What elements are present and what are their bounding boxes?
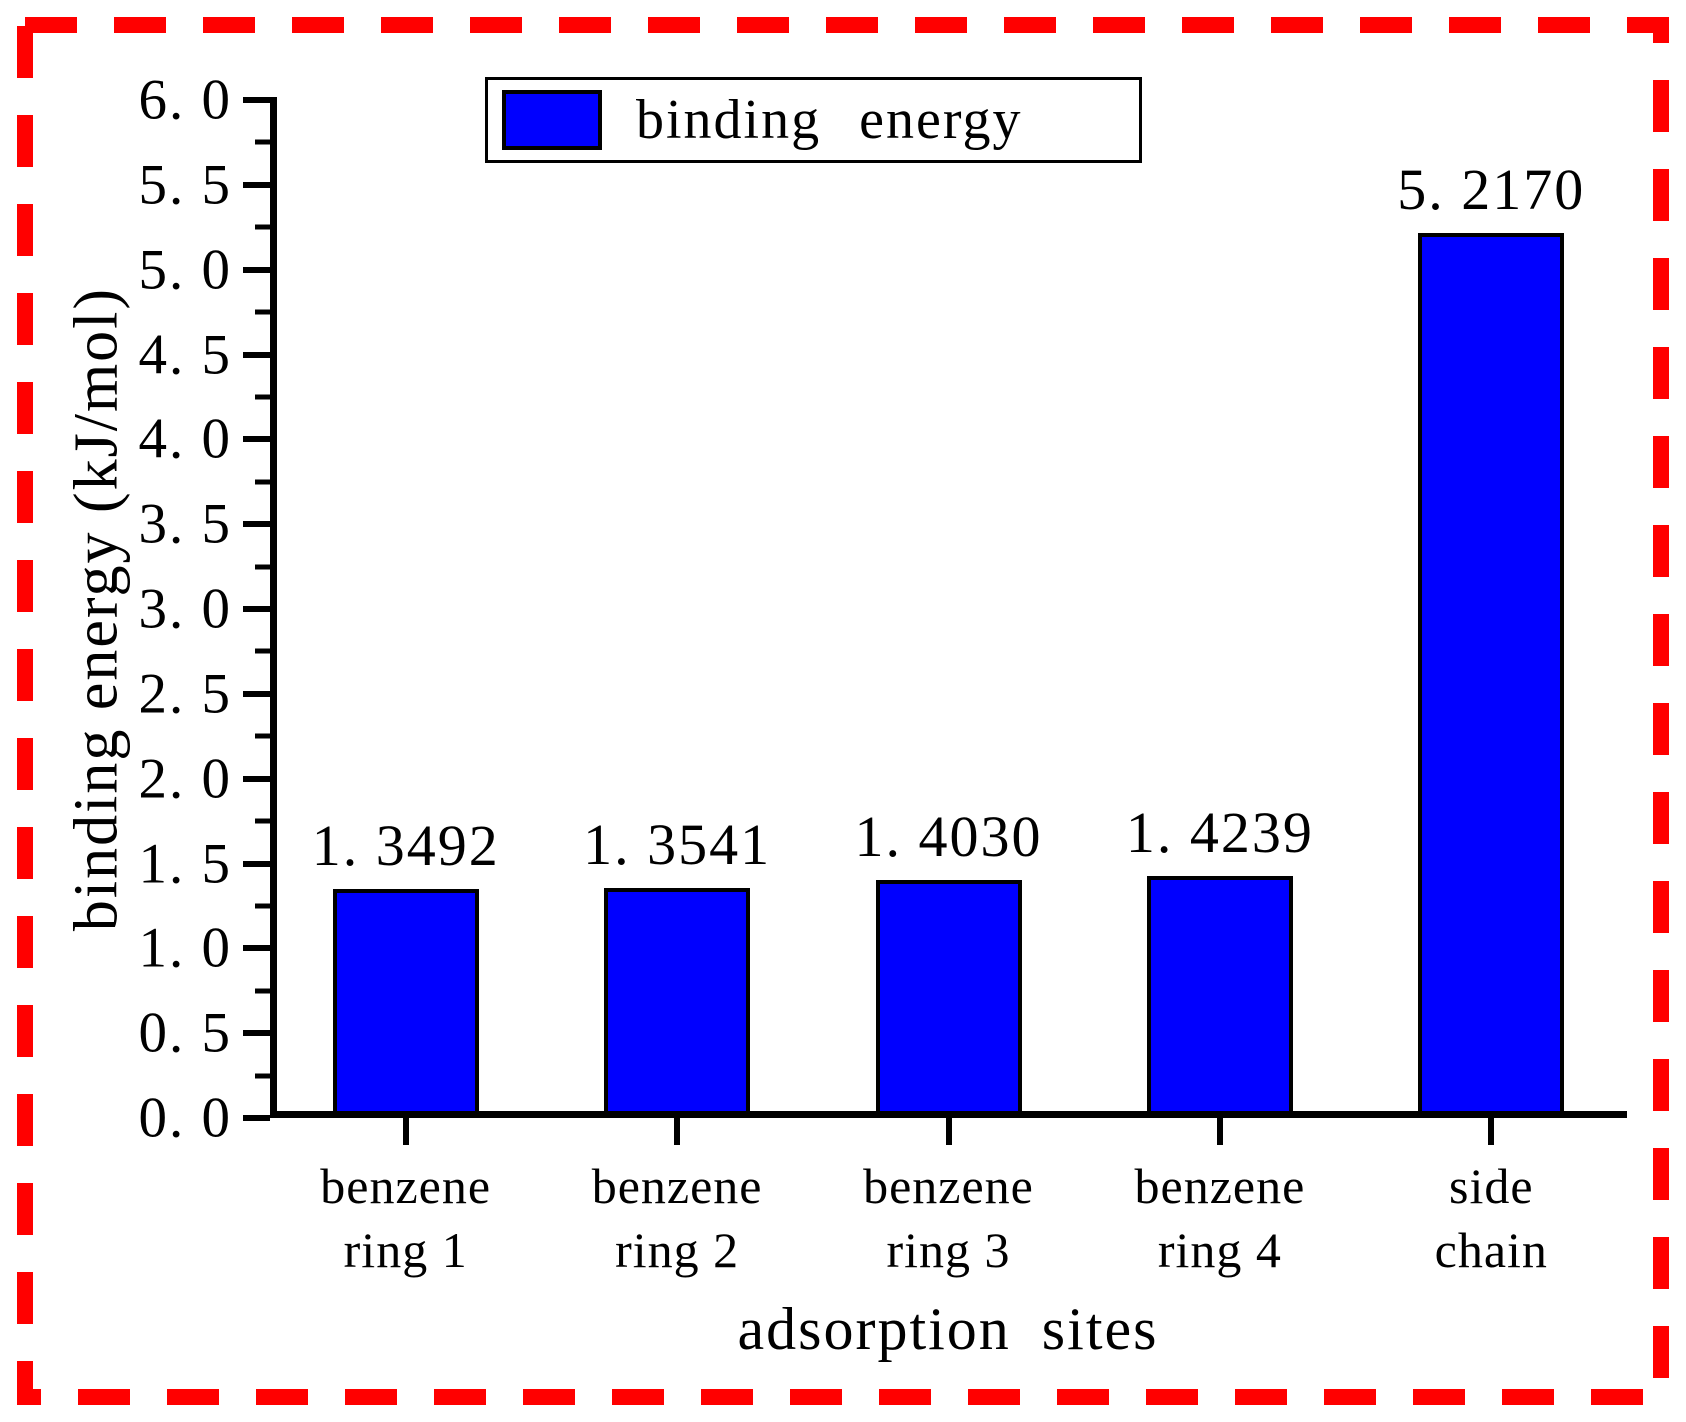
y-major-tick (243, 606, 270, 612)
y-tick-label: 0. 0 (138, 1086, 232, 1150)
bar-value-label: 1. 3492 (311, 813, 500, 879)
y-major-tick (243, 351, 270, 358)
bar-value-label: 1. 3541 (583, 812, 772, 878)
y-minor-tick (255, 394, 270, 400)
y-major-tick (243, 97, 270, 103)
y-minor-tick (255, 818, 270, 824)
y-major-tick (243, 690, 270, 697)
y-major-tick (243, 1030, 270, 1037)
legend-swatch-blue (502, 90, 602, 150)
x-major-tick (674, 1118, 681, 1145)
y-tick-label: 2. 0 (138, 747, 232, 811)
y-axis-title: binding energy (kJ/mol) (62, 286, 131, 932)
y-major-tick (243, 775, 270, 782)
y-major-tick (243, 436, 270, 443)
bar-side-chain (1418, 232, 1565, 1118)
legend-entry-label: binding energy (636, 89, 1023, 151)
x-category-label: benzene ring 4 (1134, 1158, 1306, 1278)
y-tick-label: 3. 5 (138, 492, 232, 556)
y-tick-label: 5. 5 (138, 153, 232, 217)
y-tick-label: 4. 5 (138, 323, 232, 386)
x-axis-spine (270, 1111, 1627, 1118)
y-minor-tick (255, 309, 270, 315)
bar-benzene-ring-4 (1146, 876, 1293, 1118)
x-major-tick (945, 1118, 952, 1145)
bar-benzene-ring-3 (875, 879, 1022, 1118)
y-tick-label: 5. 0 (138, 238, 232, 302)
y-tick-label: 6. 0 (138, 68, 232, 132)
y-minor-tick (255, 903, 270, 909)
y-minor-tick (255, 564, 270, 570)
y-minor-tick (255, 479, 270, 485)
y-tick-label: 2. 5 (138, 662, 232, 726)
x-axis-title: adsorption sites (737, 1296, 1159, 1362)
bar-value-label: 1. 4239 (1125, 800, 1314, 866)
y-axis-spine (270, 97, 277, 1118)
bar-benzene-ring-2 (604, 888, 751, 1118)
y-tick-label: 0. 5 (138, 1001, 232, 1065)
x-major-tick (1216, 1118, 1223, 1145)
y-minor-tick (255, 1073, 270, 1079)
y-tick-label: 1. 0 (138, 916, 232, 980)
x-category-label: benzene ring 2 (591, 1158, 763, 1278)
y-major-tick (243, 521, 270, 528)
y-tick-label: 4. 0 (138, 407, 232, 471)
legend-box: binding energy (485, 77, 1142, 163)
y-minor-tick (255, 224, 270, 230)
y-minor-tick (255, 139, 270, 145)
y-minor-tick (255, 733, 270, 739)
bar-value-label: 1. 4030 (854, 803, 1043, 869)
y-major-tick (243, 945, 270, 952)
x-category-label: benzene ring 3 (863, 1158, 1034, 1278)
bar-benzene-ring-1 (332, 889, 479, 1118)
x-major-tick (1488, 1118, 1495, 1145)
y-minor-tick (255, 648, 270, 654)
y-tick-label: 1. 5 (138, 832, 232, 895)
bar-value-label: 5. 2170 (1397, 156, 1586, 222)
y-tick-label: 3. 0 (138, 577, 232, 641)
y-major-tick (243, 860, 270, 867)
x-category-label: benzene ring 1 (320, 1158, 492, 1278)
y-major-tick (243, 181, 270, 188)
x-major-tick (402, 1118, 409, 1145)
x-category-label: side chain (1434, 1158, 1548, 1278)
y-major-tick (243, 266, 270, 273)
plot-area: 0. 0 0. 5 1. 0 1. 5 2. 0 2. 5 3. 0 3. 5 4. 0 4. 5… (139, 72, 1627, 1278)
y-major-tick (243, 1115, 270, 1121)
y-minor-tick (255, 988, 270, 994)
